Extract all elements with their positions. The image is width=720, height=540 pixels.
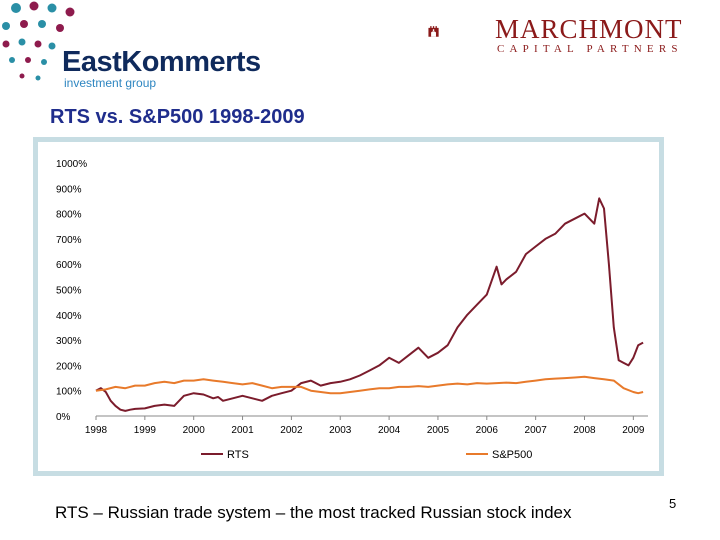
x-tick-label: 2002 xyxy=(280,425,303,436)
page-number: 5 xyxy=(669,496,677,511)
x-tick-label: 2001 xyxy=(231,425,254,436)
y-tick-label: 0% xyxy=(56,412,71,423)
dots-icon xyxy=(2,1,75,81)
marchmont-name: MARCHMONT xyxy=(495,14,683,44)
y-tick-label: 600% xyxy=(56,260,82,271)
eastkommerts-name: EastKommerts xyxy=(62,46,261,78)
x-tick-label: 2006 xyxy=(476,425,499,436)
y-tick-label: 100% xyxy=(56,387,82,398)
footnote: RTS – Russian trade system – the most tr… xyxy=(55,503,572,522)
y-tick-label: 300% xyxy=(56,336,82,347)
series-line-sp500 xyxy=(95,375,644,395)
x-tick-label: 1999 xyxy=(134,425,157,436)
y-tick-label: 500% xyxy=(56,286,82,297)
y-tick-label: 900% xyxy=(56,184,82,195)
legend-label: S&P500 xyxy=(492,449,532,461)
y-tick-label: 200% xyxy=(56,361,82,372)
x-tick-label: 2005 xyxy=(427,425,450,436)
slide-title: RTS vs. S&P500 1998-2009 xyxy=(50,106,305,128)
marchmont-subtitle: CAPITAL PARTNERS xyxy=(497,43,683,55)
x-tick-label: 2009 xyxy=(622,425,645,436)
x-tick-label: 2007 xyxy=(525,425,548,436)
x-tick-label: 2008 xyxy=(573,425,596,436)
x-tick-label: 2004 xyxy=(378,425,401,436)
x-tick-label: 2003 xyxy=(329,425,352,436)
y-tick-label: 800% xyxy=(56,210,82,221)
marchmont-castle-icon xyxy=(428,26,439,37)
legend-label: RTS xyxy=(227,449,249,461)
y-tick-label: 400% xyxy=(56,311,82,322)
eastkommerts-logo-mark xyxy=(2,1,75,81)
eastkommerts-subtitle: investment group xyxy=(64,76,157,90)
x-tick-label: 2000 xyxy=(183,425,206,436)
x-tick-label: 1998 xyxy=(85,425,108,436)
y-tick-label: 700% xyxy=(56,235,82,246)
line-chart: 0% 100% 200% 300% 400% 500% 600% 700% 800% 900% 10… xyxy=(56,159,648,461)
series-line-rts xyxy=(95,197,644,412)
chart-frame: 0% 100% 200% 300% 400% 500% 600% 700% 800% 900% 10… xyxy=(33,137,664,476)
y-tick-label: 1000% xyxy=(56,159,87,170)
